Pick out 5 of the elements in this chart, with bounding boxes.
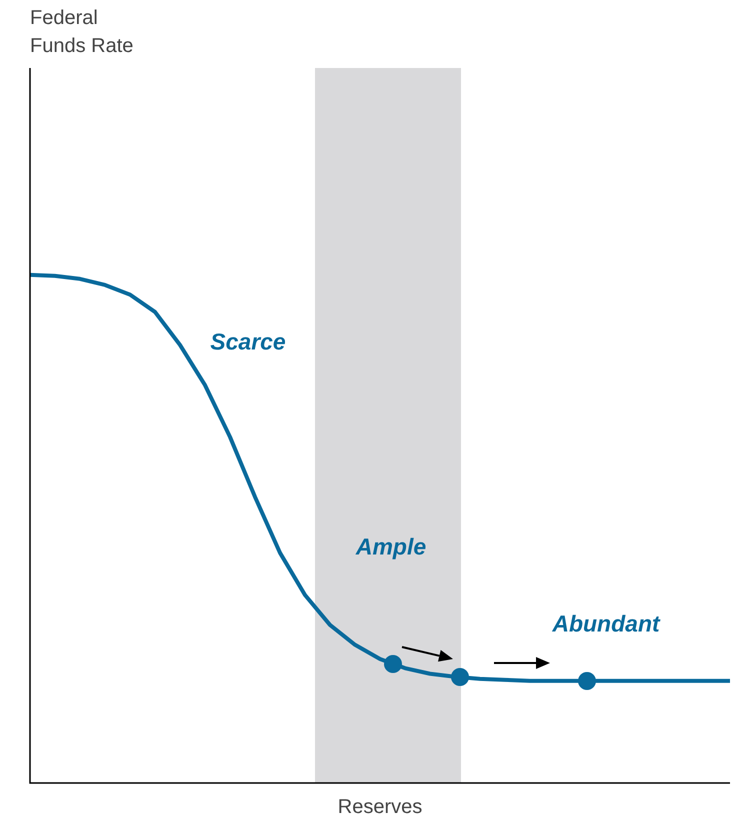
annotation: Ample	[354, 533, 426, 560]
x-axis-title: Reserves	[338, 796, 422, 818]
annotation: Abundant	[551, 610, 661, 636]
text: Federal Funds Rate	[30, 7, 134, 57]
annotation: Scarce	[210, 328, 286, 354]
